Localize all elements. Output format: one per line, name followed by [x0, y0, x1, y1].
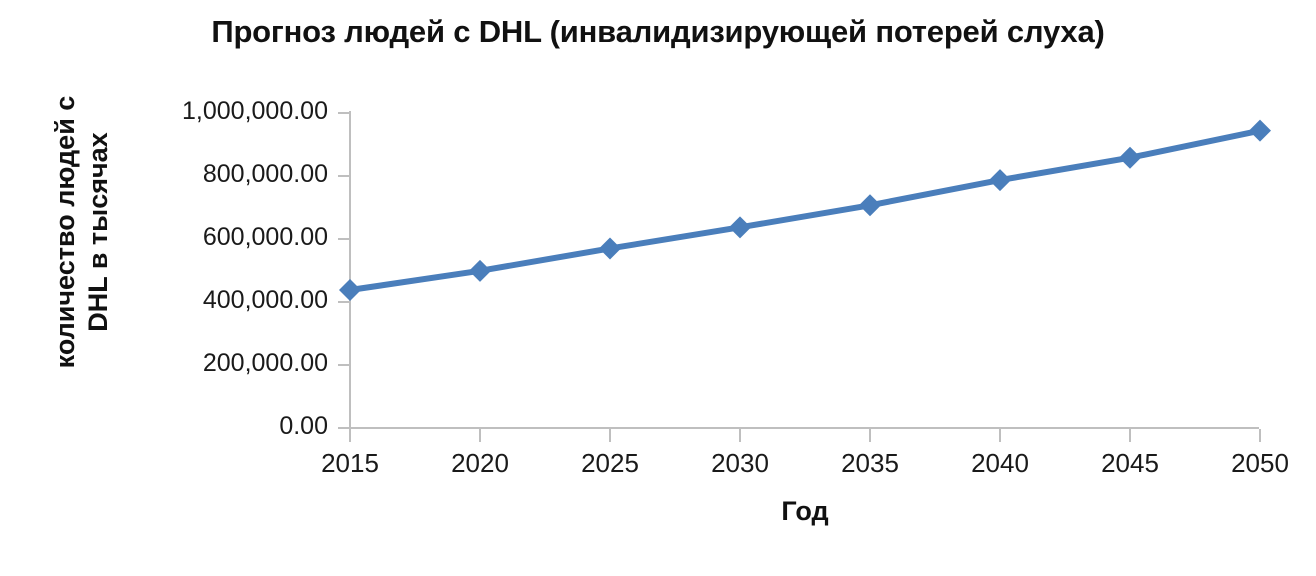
- series-data-point: [729, 216, 751, 239]
- y-axis-tick: [338, 238, 350, 240]
- y-axis-title: количество людей с DHL в тысячах: [42, 32, 122, 432]
- y-axis-tick-label: 200,000.00: [202, 349, 328, 377]
- x-axis-tick-label: 2020: [451, 448, 509, 478]
- x-axis-tick: [1129, 429, 1131, 442]
- series-markers: [339, 119, 1271, 302]
- y-axis-tick-label: 600,000.00: [202, 223, 328, 251]
- y-axis-tick-label: 800,000.00: [202, 160, 328, 188]
- y-axis-title-line-2: DHL в тысячах: [83, 132, 113, 332]
- series-data-point: [599, 237, 621, 260]
- y-axis-tick: [338, 175, 350, 177]
- x-axis-tick-label: 2050: [1231, 448, 1289, 478]
- y-axis-tick-label: 0.00: [279, 412, 328, 440]
- series-data-point: [989, 169, 1011, 192]
- y-axis-labels: 0.00 200,000.00 400,000.00 600,000.00 800,00…: [128, 0, 328, 576]
- x-axis-tick: [479, 429, 481, 442]
- x-axis-tick: [1259, 429, 1261, 442]
- x-axis-tick: [349, 429, 351, 442]
- x-axis-tick: [609, 429, 611, 442]
- y-axis-title-line-1: количество людей с: [50, 95, 81, 369]
- x-axis-tick-label: 2030: [711, 448, 769, 478]
- x-axis-tick: [869, 429, 871, 442]
- series-data-point: [1249, 119, 1271, 142]
- series-data-point: [1119, 146, 1141, 169]
- x-axis-tick-label: 2040: [971, 448, 1029, 478]
- chart-title: Прогноз людей с DHL (инвалидизирующей по…: [211, 14, 1105, 49]
- series-data-point: [859, 194, 881, 217]
- x-axis-tick-label: 2035: [841, 448, 899, 478]
- y-axis-tick-label: 400,000.00: [202, 286, 328, 314]
- y-axis-tick: [338, 112, 350, 114]
- x-axis-tick: [739, 429, 741, 442]
- y-axis-tick: [338, 364, 350, 366]
- series-data-point: [469, 259, 491, 282]
- y-axis-tick: [338, 427, 350, 429]
- x-axis-tick-label: 2025: [581, 448, 639, 478]
- x-axis-tick-label: 2045: [1101, 448, 1159, 478]
- x-axis-title: Год: [781, 496, 829, 526]
- x-axis-tick: [999, 429, 1001, 442]
- y-axis-line: [349, 111, 351, 430]
- y-axis-tick-label: 1,000,000.00: [182, 97, 328, 125]
- x-axis-line: [349, 427, 1259, 429]
- y-axis-tick: [338, 301, 350, 303]
- x-axis-tick-label: 2015: [321, 448, 379, 478]
- series-line-forecast: [347, 127, 1263, 294]
